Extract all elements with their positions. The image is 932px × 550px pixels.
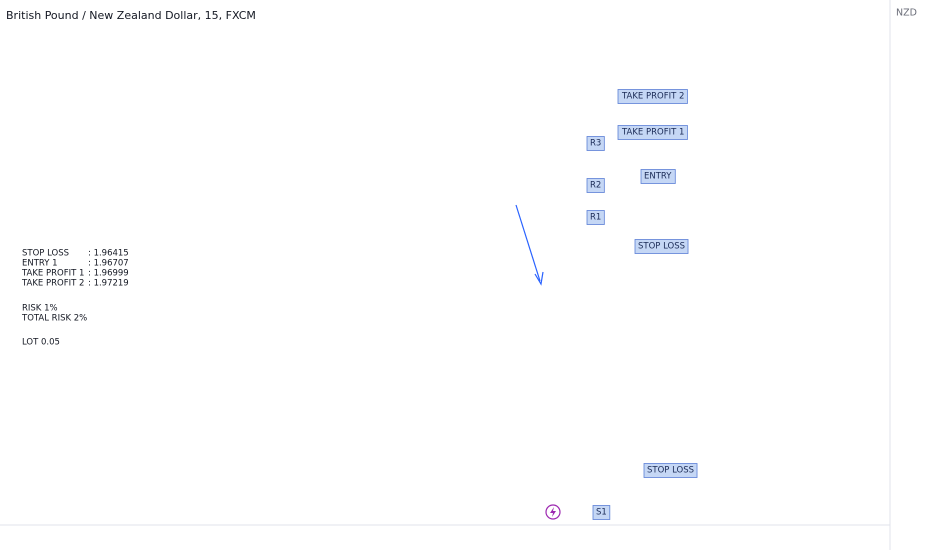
note-value: : 1.96707 [88, 259, 129, 269]
arrow [515, 204, 544, 286]
annotation-box [634, 239, 689, 254]
note-value: : 1.97219 [88, 279, 129, 289]
note-lot: LOT 0.05 [22, 338, 60, 348]
annotation: R2 [590, 181, 601, 191]
event-icon [545, 504, 561, 520]
annotation: R1 [590, 213, 601, 223]
annotation-box [640, 169, 676, 184]
annotation: TAKE PROFIT 1 [621, 128, 684, 138]
note-key: STOP LOSS [22, 249, 69, 259]
note-total-risk: TOTAL RISK 2% [21, 314, 87, 324]
note-key: TAKE PROFIT 2 [21, 279, 84, 289]
annotation: R3 [590, 139, 601, 149]
note-risk: RISK 1% [22, 304, 58, 314]
annotation-box [592, 505, 611, 520]
annotation: ENTRY [644, 172, 672, 182]
annotation: STOP LOSS [647, 466, 694, 476]
note-value: : 1.96415 [88, 249, 129, 259]
note-key: TAKE PROFIT 1 [21, 269, 84, 279]
currency: NZD [896, 8, 917, 19]
annotation-box [617, 125, 688, 140]
note-key: ENTRY 1 [22, 259, 58, 269]
chart-title: British Pound / New Zealand Dollar, 15, … [6, 9, 256, 22]
annotation-box [643, 463, 698, 478]
annotation-box [617, 89, 688, 104]
annotation-box [586, 136, 605, 151]
annotation: TAKE PROFIT 2 [621, 92, 684, 102]
notes: STOP LOSS : 1.96415 ENTRY 1 : 1.96707 TA… [21, 249, 129, 348]
annotation-box [586, 210, 605, 225]
annotation: STOP LOSS [638, 242, 685, 252]
annotation: S1 [596, 508, 607, 518]
note-value: : 1.96999 [88, 269, 129, 279]
annotation-box [586, 178, 605, 193]
